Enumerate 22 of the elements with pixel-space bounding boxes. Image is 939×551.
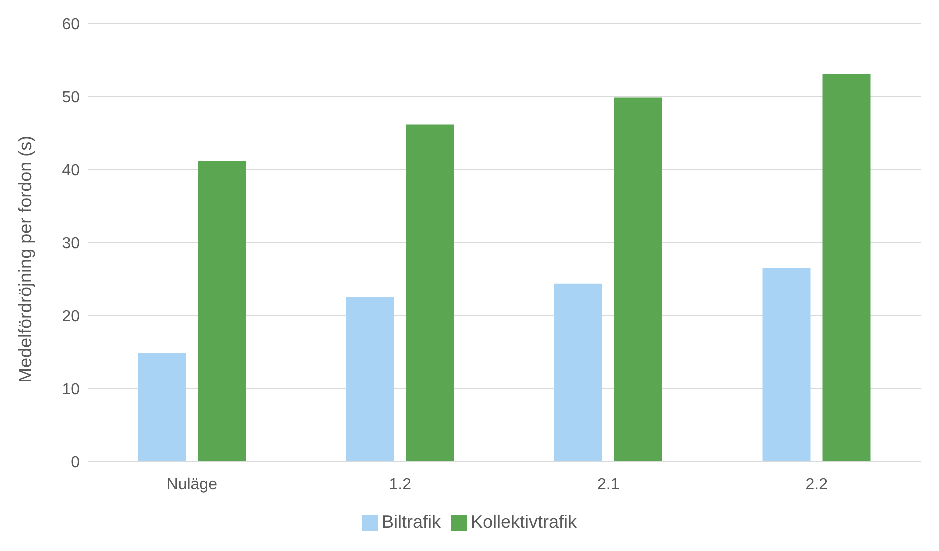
- y-tick-label: 40: [62, 162, 80, 180]
- x-tick-label: 2.1: [598, 476, 620, 494]
- x-tick-label: 2.2: [806, 476, 828, 494]
- y-axis-title: Medelfördröjning per fordon (s): [15, 136, 36, 383]
- bar: [138, 353, 186, 462]
- y-tick-label: 30: [62, 236, 80, 253]
- legend-label: Kollektivtrafik: [470, 512, 578, 532]
- x-tick-label: Nuläge: [166, 476, 218, 494]
- bar: [406, 124, 454, 462]
- y-tick-label: 10: [62, 382, 80, 399]
- bar: [614, 98, 662, 462]
- legend-label: Biltrafik: [382, 512, 441, 532]
- bar: [762, 268, 811, 462]
- bar: [346, 297, 394, 462]
- y-tick-label: 0: [71, 454, 80, 472]
- y-tick-label: 20: [62, 308, 80, 326]
- bar: [198, 161, 246, 462]
- bar: [554, 284, 602, 462]
- y-tick-label: 50: [62, 90, 80, 107]
- x-tick-label: 1.2: [389, 476, 412, 494]
- bar: [822, 74, 871, 462]
- y-tick-label: 60: [62, 16, 80, 34]
